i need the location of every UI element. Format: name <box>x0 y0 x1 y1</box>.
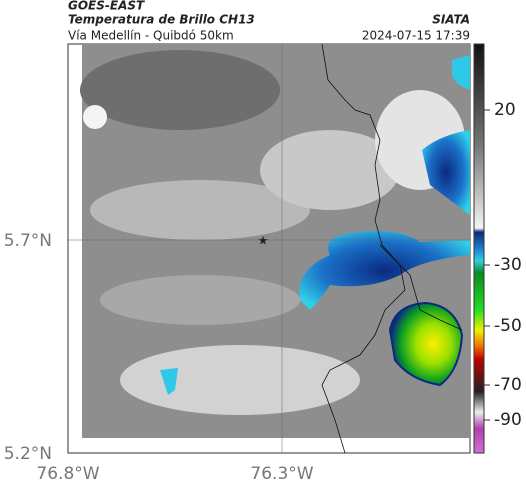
boundary <box>321 43 406 454</box>
lon-label: 76.8°W <box>36 464 99 484</box>
cloud <box>120 345 360 415</box>
lat-label: 5.2°N <box>4 444 52 464</box>
storm <box>388 301 464 387</box>
lon-label: 76.3°W <box>250 464 313 484</box>
timestamp: 2024-07-15 17:39 <box>362 29 470 43</box>
subtitle: Vía Medellín - Quibdó 50km <box>68 29 234 43</box>
colorbar-label: -50 <box>494 316 522 336</box>
colorbar-scale <box>473 43 485 454</box>
colorbar-label: -90 <box>494 410 522 430</box>
river <box>379 244 463 331</box>
colorbar-label: -30 <box>494 255 522 275</box>
source: GOES-EAST <box>68 0 145 13</box>
cold-cloud <box>160 368 178 395</box>
cloud <box>90 180 310 240</box>
lat-label: 5.7°N <box>4 231 52 251</box>
cloud <box>80 50 280 130</box>
cold-cloud <box>299 231 470 310</box>
colorbar-label: -70 <box>494 375 522 395</box>
title: Temperatura de Brillo CH13 <box>68 13 255 27</box>
location-marker: ★ <box>258 234 269 248</box>
map: ★ <box>67 43 471 454</box>
cloud <box>83 105 107 129</box>
colorbar-label: 20 <box>494 100 516 120</box>
colorbar: 20 -30 -50 -70 -90 <box>473 43 522 454</box>
cold-cloud <box>422 130 470 215</box>
org: SIATA <box>432 13 470 27</box>
cloud <box>260 130 400 210</box>
cold-cloud <box>452 55 470 90</box>
cloud <box>100 275 300 325</box>
